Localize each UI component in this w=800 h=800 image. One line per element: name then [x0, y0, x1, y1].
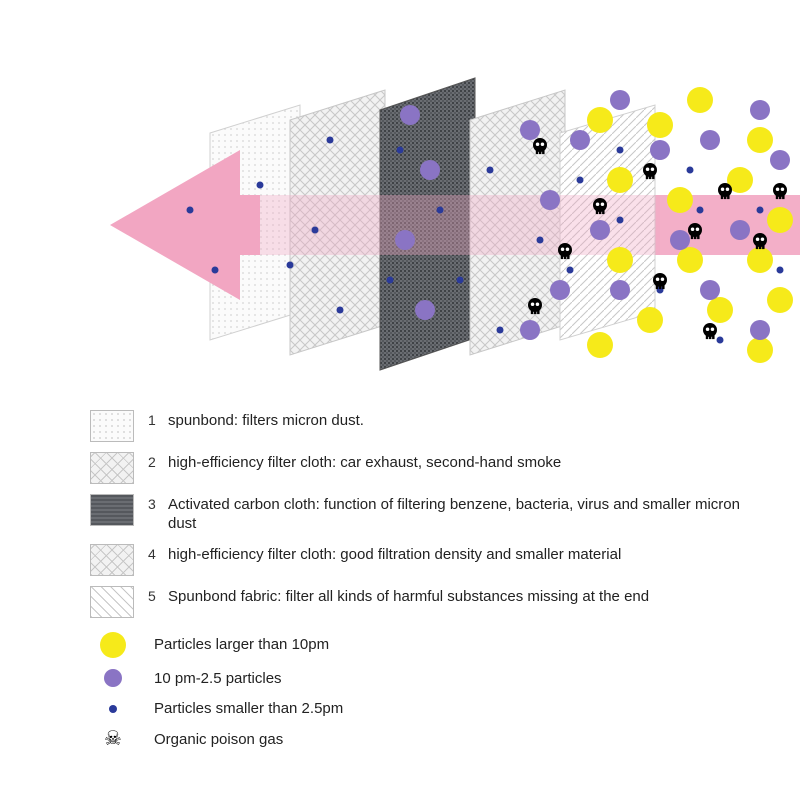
- legend-swatch-layer-4: [90, 544, 134, 576]
- legend-swatch-small: [90, 705, 136, 713]
- legend-swatch-layer-3: [90, 494, 134, 526]
- legend-layer-row: 5 Spunbond fabric: filter all kinds of ha…: [90, 586, 740, 618]
- legend-text: 10 pm-2.5 particles: [154, 668, 282, 689]
- legend-particle-row: Particles larger than 10pm: [90, 632, 740, 658]
- legend-number: 4: [148, 544, 162, 562]
- legend-layer-row: 1 spunbond: filters micron dust.: [90, 410, 740, 442]
- skull-icon: ☠: [104, 729, 122, 749]
- legend-layer-row: 3 Activated carbon cloth: function of fil…: [90, 494, 740, 534]
- legend-number: 1: [148, 410, 162, 428]
- legend-swatch-layer-5: [90, 586, 134, 618]
- legend-number: 3: [148, 494, 162, 512]
- legend-layer-row: 4 high-efficiency filter cloth: good filt…: [90, 544, 740, 576]
- legend-swatch-skull: ☠: [90, 729, 136, 749]
- legend-swatch-yellow: [90, 632, 136, 658]
- legend-text: high-efficiency filter cloth: good filtr…: [168, 544, 621, 565]
- legend-text: spunbond: filters micron dust.: [168, 410, 364, 431]
- filter-layers-diagram: [60, 30, 740, 390]
- airflow-arrow-front: [110, 150, 260, 300]
- legend-number: 5: [148, 586, 162, 604]
- legend-text: Organic poison gas: [154, 729, 283, 750]
- legend-text: Spunbond fabric: filter all kinds of har…: [168, 586, 649, 607]
- legend-text: Particles smaller than 2.5pm: [154, 698, 343, 719]
- legend-swatch-layer-2: [90, 452, 134, 484]
- legend-text: Activated carbon cloth: function of filt…: [168, 494, 740, 534]
- legend-particle-row: ☠ Organic poison gas: [90, 729, 740, 750]
- legend-text: high-efficiency filter cloth: car exhaus…: [168, 452, 561, 473]
- legend-number: 2: [148, 452, 162, 470]
- legend-swatch-purple: [90, 669, 136, 687]
- legend-particle-row: Particles smaller than 2.5pm: [90, 698, 740, 719]
- legend-swatch-layer-1: [90, 410, 134, 442]
- legend-text: Particles larger than 10pm: [154, 634, 329, 655]
- legend: 1 spunbond: filters micron dust. 2 high-eff…: [90, 410, 740, 752]
- legend-layer-row: 2 high-efficiency filter cloth: car exhau…: [90, 452, 740, 484]
- legend-particle-row: 10 pm-2.5 particles: [90, 668, 740, 689]
